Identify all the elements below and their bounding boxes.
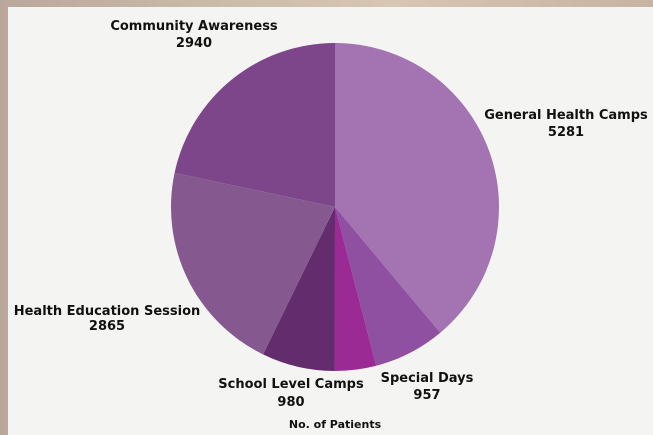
- value-community-awareness: 2940: [176, 36, 212, 51]
- slice-school-level-camps: [263, 207, 335, 371]
- label-community-awareness-name: Community Awareness: [110, 19, 278, 34]
- label-health-education-session: Health Education Session: [14, 304, 201, 319]
- label-general-health-camps: General Health Camps: [484, 108, 648, 123]
- value-general-health-camps: 5281: [548, 125, 584, 140]
- value-health-education-session: 2865: [89, 319, 125, 334]
- value-special-days: 957: [413, 388, 440, 403]
- slice-unlabeled: [334, 207, 377, 371]
- label-community-awareness: Community Awareness: [110, 19, 278, 34]
- pie-slices: [171, 43, 499, 371]
- slice-general-health-camps: [335, 43, 499, 333]
- slice-health-education-session: [171, 172, 335, 355]
- slice-community-awareness: [174, 43, 335, 207]
- label-special-days: Special Days: [381, 371, 474, 386]
- label-school-level-camps: School Level Camps: [218, 377, 364, 392]
- slice-special-days: [335, 207, 441, 366]
- x-axis-label: No. of Patients: [289, 418, 382, 431]
- value-school-level-camps: 980: [277, 395, 304, 410]
